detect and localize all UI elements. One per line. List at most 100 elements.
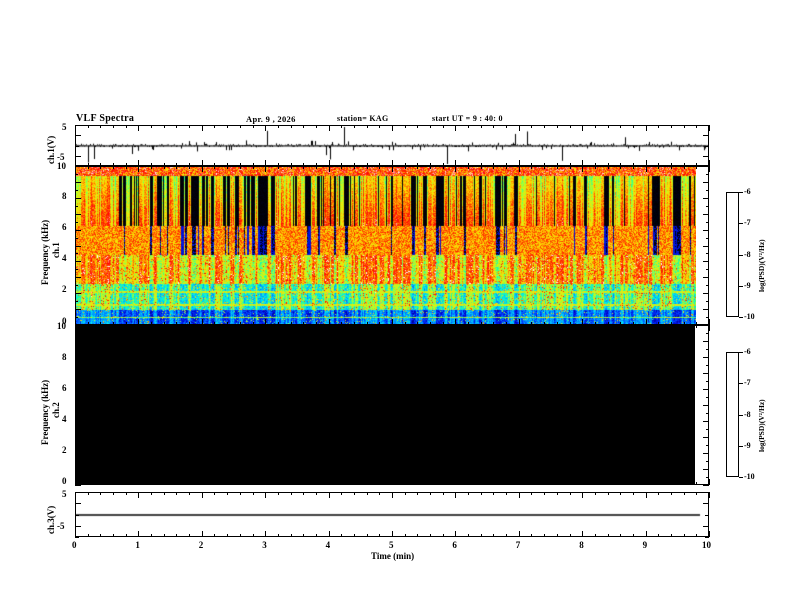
tick-mark: [531, 166, 532, 169]
tick-mark: [88, 482, 89, 485]
tick-mark: [341, 322, 342, 325]
tick-mark: [608, 163, 609, 166]
tick-mark: [417, 322, 418, 325]
tick-mark: [443, 325, 444, 328]
tick-mark: [75, 125, 79, 126]
tick-mark: [379, 325, 380, 328]
tick-mark: [202, 325, 203, 331]
tick-mark: [595, 125, 596, 128]
tick-mark: [705, 125, 709, 126]
tick-mark: [646, 492, 647, 498]
tick-mark: [75, 166, 79, 167]
tick-mark: [709, 492, 710, 498]
tick-mark: [557, 166, 558, 169]
tick-mark: [227, 125, 228, 128]
tick-mark: [138, 166, 139, 172]
tick-mark: [253, 163, 254, 166]
tick-mark: [405, 163, 406, 166]
colorbar-tick-label--9: -9: [744, 440, 751, 450]
tick-mark: [531, 482, 532, 485]
tick-mark: [303, 482, 304, 485]
tick-mark: [88, 125, 89, 128]
tick-mark: [706, 301, 709, 302]
tick-mark: [240, 325, 241, 328]
x-tick-label-3: 3: [262, 540, 267, 550]
tick-mark: [646, 125, 647, 131]
tick-mark: [706, 206, 709, 207]
tick-mark: [658, 125, 659, 128]
tick-mark: [227, 322, 228, 325]
tick-mark: [506, 163, 507, 166]
tick-mark: [658, 325, 659, 328]
tick-mark: [706, 190, 709, 191]
tick-mark: [557, 163, 558, 166]
tick-mark: [354, 492, 355, 495]
tick-mark: [706, 285, 709, 286]
tick-mark: [75, 413, 78, 414]
tick-mark: [703, 389, 709, 390]
tick-mark: [405, 125, 406, 128]
tick-mark: [481, 492, 482, 495]
tick-mark: [705, 537, 709, 538]
tick-mark: [709, 319, 710, 325]
tick-mark: [354, 166, 355, 169]
tick-mark: [316, 492, 317, 495]
tick-mark: [706, 429, 709, 430]
ch1-spec-ytick-2: 2: [62, 284, 67, 294]
tick-mark: [706, 365, 709, 366]
tick-mark: [189, 125, 190, 128]
tick-mark: [75, 293, 81, 294]
tick-mark: [506, 125, 507, 128]
tick-mark: [706, 461, 709, 462]
tick-mark: [608, 534, 609, 537]
colorbar-tick: [739, 223, 743, 224]
tick-mark: [126, 325, 127, 328]
tick-mark: [703, 437, 709, 438]
tick-mark: [113, 166, 114, 169]
tick-mark: [75, 325, 76, 331]
tick-mark: [705, 166, 709, 167]
tick-mark: [455, 325, 456, 331]
tick-mark: [265, 125, 266, 131]
tick-mark: [544, 482, 545, 485]
tick-mark: [341, 325, 342, 328]
tick-mark: [75, 531, 76, 537]
ch1-spec-ytick-6: 6: [62, 222, 67, 232]
tick-mark: [671, 492, 672, 495]
tick-mark: [430, 166, 431, 169]
tick-mark: [620, 125, 621, 128]
tick-mark: [214, 482, 215, 485]
tick-mark: [240, 125, 241, 128]
tick-mark: [214, 166, 215, 169]
tick-mark: [291, 166, 292, 169]
x-tick-label-1: 1: [135, 540, 140, 550]
tick-mark: [126, 125, 127, 128]
tick-mark: [703, 503, 709, 504]
tick-mark: [608, 125, 609, 128]
tick-mark: [176, 166, 177, 169]
tick-mark: [706, 397, 709, 398]
tick-mark: [75, 238, 78, 239]
tick-mark: [703, 405, 709, 406]
tick-mark: [176, 325, 177, 328]
tick-mark: [202, 319, 203, 325]
tick-mark: [75, 206, 78, 207]
tick-mark: [265, 319, 266, 325]
station-label: station= KAG: [337, 114, 389, 123]
tick-mark: [455, 319, 456, 325]
colorbar-tick: [739, 286, 743, 287]
tick-mark: [214, 534, 215, 537]
ch1-spec-ylabel-name: ch.1: [51, 242, 61, 258]
tick-mark: [88, 163, 89, 166]
tick-mark: [684, 325, 685, 328]
tick-mark: [164, 166, 165, 169]
tick-mark: [278, 534, 279, 537]
tick-mark: [620, 166, 621, 169]
tick-mark: [481, 325, 482, 328]
tick-mark: [455, 160, 456, 166]
tick-mark: [468, 125, 469, 128]
tick-mark: [329, 325, 330, 331]
tick-mark: [138, 531, 139, 537]
tick-mark: [354, 325, 355, 328]
tick-mark: [544, 322, 545, 325]
